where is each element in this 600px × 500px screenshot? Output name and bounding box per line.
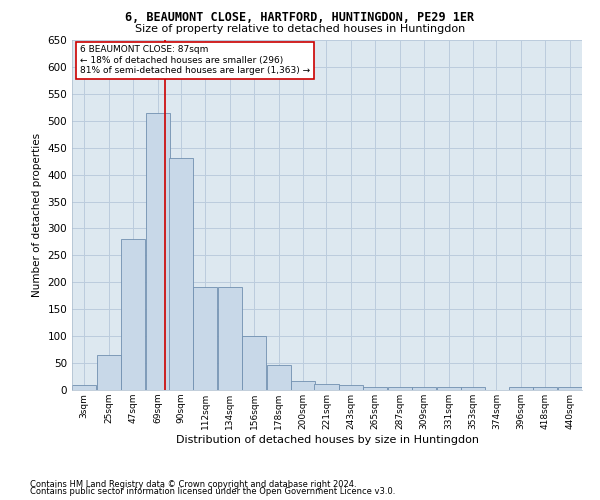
Text: 6 BEAUMONT CLOSE: 87sqm
← 18% of detached houses are smaller (296)
81% of semi-d: 6 BEAUMONT CLOSE: 87sqm ← 18% of detache… [80,46,310,75]
Bar [266,365,291,390]
X-axis label: Distribution of detached houses by size in Huntingdon: Distribution of detached houses by size … [176,434,479,444]
Bar [218,286,242,390]
Bar [412,387,436,390]
Bar [242,336,266,390]
Bar [388,387,412,390]
Text: Contains HM Land Registry data © Crown copyright and database right 2024.: Contains HM Land Registry data © Crown c… [30,480,356,489]
Text: Contains public sector information licensed under the Open Government Licence v3: Contains public sector information licen… [30,487,395,496]
Bar [97,355,121,390]
Bar [193,286,217,390]
Bar [314,384,338,390]
Bar [169,158,193,390]
Text: 6, BEAUMONT CLOSE, HARTFORD, HUNTINGDON, PE29 1ER: 6, BEAUMONT CLOSE, HARTFORD, HUNTINGDON,… [125,11,475,24]
Bar [291,382,315,390]
Bar [72,384,96,390]
Text: Size of property relative to detached houses in Huntingdon: Size of property relative to detached ho… [135,24,465,34]
Bar [509,388,533,390]
Y-axis label: Number of detached properties: Number of detached properties [32,133,42,297]
Bar [339,384,363,390]
Bar [437,388,461,390]
Bar [558,388,582,390]
Bar [461,388,485,390]
Bar [363,388,388,390]
Bar [533,388,557,390]
Bar [121,239,145,390]
Bar [146,112,170,390]
